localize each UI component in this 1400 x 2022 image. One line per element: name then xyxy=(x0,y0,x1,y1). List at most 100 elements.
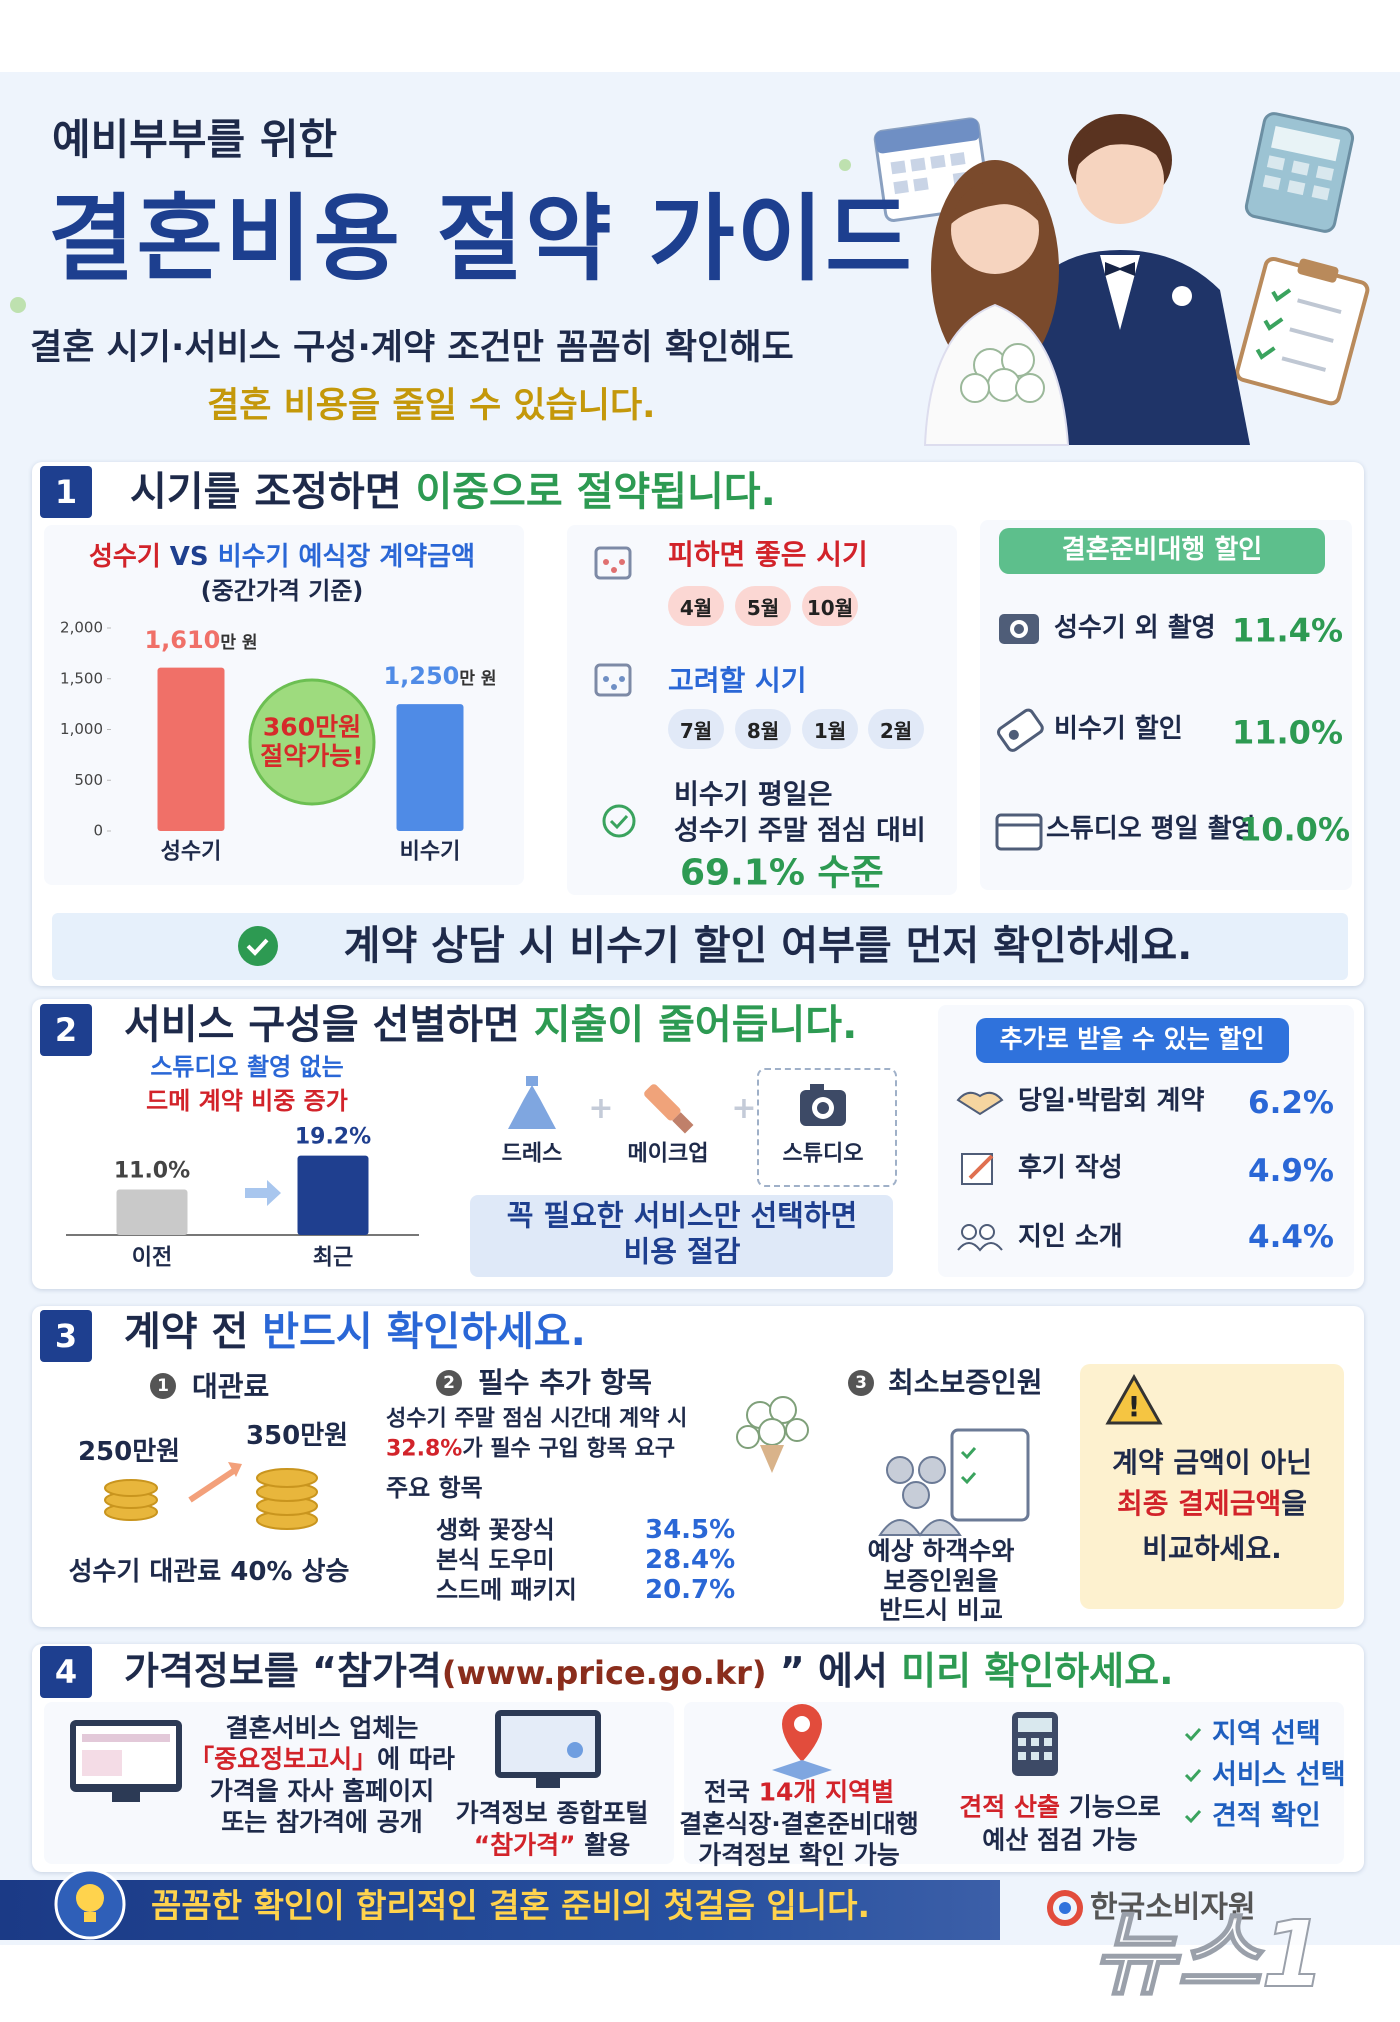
extras-value: 28.4% xyxy=(645,1545,736,1576)
bar xyxy=(297,1155,369,1235)
month-chip: 4월 xyxy=(668,586,724,626)
y-tick-label: 2,000 xyxy=(60,619,103,637)
decoration xyxy=(238,926,278,966)
decoration xyxy=(1076,136,1164,224)
step-part: 기능으로 xyxy=(1060,1792,1161,1822)
extras-desc: 32.8%가 필수 구입 항목 요구 xyxy=(386,1436,675,1461)
decoration xyxy=(82,1734,170,1742)
extras-item: 본식 도우미 xyxy=(436,1546,555,1575)
footer-message: 꼼꼼한 확인이 합리적인 결혼 준비의 첫걸음 입니다. xyxy=(151,1886,871,1926)
decoration xyxy=(1031,1738,1039,1746)
decoration xyxy=(769,1396,797,1424)
decoration xyxy=(918,1456,946,1484)
title-highlight: 지출이 줄어듭니다. xyxy=(533,1002,858,1048)
title-url: (www.price.go.kr) xyxy=(441,1654,767,1693)
step-text: 「중요정보고시」에 따라 xyxy=(189,1744,455,1775)
agency-title: 결혼준비대행 할인 xyxy=(1061,535,1263,566)
decoration xyxy=(619,559,625,565)
decoration xyxy=(567,1742,583,1758)
decoration xyxy=(956,1091,1004,1116)
title-highlight: 반드시 확인하세요. xyxy=(262,1309,586,1355)
bar xyxy=(396,704,464,831)
service-label: 드레스 xyxy=(501,1141,563,1167)
month-chip: 8월 xyxy=(735,709,791,749)
service-label: 메이크업 xyxy=(627,1141,709,1167)
bar xyxy=(116,1189,188,1235)
step-text: 또는 참가격에 공개 xyxy=(221,1807,423,1837)
extras-item: 스드메 패키지 xyxy=(436,1576,577,1605)
decoration xyxy=(1266,155,1286,171)
decoration xyxy=(10,297,26,313)
step-highlight: 견적 산출 xyxy=(959,1792,1060,1822)
check-item: 견적 확인 xyxy=(1212,1800,1321,1832)
extra-value: 4.4% xyxy=(1248,1219,1334,1256)
extra-title: 추가로 받을 수 있는 할인 xyxy=(999,1024,1265,1054)
chart-title-part: VS xyxy=(160,542,218,573)
item-caption: 보증인원을 xyxy=(883,1566,999,1596)
value-number: 1,610 xyxy=(144,625,221,654)
decoration xyxy=(950,1428,1030,1522)
decoration xyxy=(794,1716,810,1732)
decoration xyxy=(997,708,1044,752)
value-label: 1,610만 원 xyxy=(144,625,257,655)
decoration xyxy=(760,1445,784,1473)
badge-line: 360만원 xyxy=(262,712,362,742)
decoration xyxy=(603,559,609,565)
extras-item: 생화 꽃장식 xyxy=(436,1516,555,1545)
decoration xyxy=(104,1468,318,1530)
decoration xyxy=(987,368,1021,402)
decoration xyxy=(957,1242,1003,1252)
chart-title: 스튜디오 촬영 없는 xyxy=(150,1053,344,1082)
item-caption: 예상 하객수와 xyxy=(867,1536,1015,1566)
decoration xyxy=(1244,112,1355,233)
section-title: 시기를 조정하면 이중으로 절약됩니다. xyxy=(130,469,776,515)
extras-desc: 성수기 주말 점심 시간대 계약 시 xyxy=(386,1406,688,1432)
decoration xyxy=(997,708,1044,752)
month-chip: 5월 xyxy=(735,586,791,626)
title-highlight: 미리 확인하세요. xyxy=(901,1649,1174,1694)
decoration xyxy=(1105,1373,1163,1425)
decoration: ! xyxy=(1128,1390,1141,1423)
decoration xyxy=(594,546,632,580)
title-part: 가격정보를 “참가격 xyxy=(124,1649,442,1694)
decoration xyxy=(84,1912,96,1922)
decoration xyxy=(910,157,926,172)
decoration xyxy=(902,1481,930,1509)
warning-part: 을 xyxy=(1281,1486,1308,1520)
decoration xyxy=(1235,256,1370,406)
item-number: 2 xyxy=(436,1370,462,1396)
decoration xyxy=(878,1519,962,1537)
decoration xyxy=(875,118,980,154)
agency-label: 스튜디오 평일 촬영 xyxy=(1046,814,1256,845)
decoration xyxy=(246,938,269,956)
chart-title-part: 성수기 xyxy=(88,542,161,573)
extras-value: 34.5% xyxy=(645,1515,736,1546)
decoration xyxy=(104,1479,158,1497)
decoration xyxy=(1287,180,1306,196)
step-part: 전국 xyxy=(703,1777,759,1807)
decoration xyxy=(603,676,609,682)
title-part: ” 에서 xyxy=(766,1649,902,1694)
decoration xyxy=(508,1085,556,1129)
month-chip: 7월 xyxy=(668,709,724,749)
decoration xyxy=(602,804,636,838)
decoration xyxy=(1281,356,1327,372)
decoration xyxy=(817,1102,829,1114)
decoration xyxy=(1018,1738,1052,1760)
decoration xyxy=(950,181,1042,225)
decoration xyxy=(1018,1752,1026,1760)
decoration xyxy=(1018,1738,1026,1746)
note: 계약 상담 시 비수기 할인 여부를 먼저 확인하세요. xyxy=(343,923,1193,969)
title-part: 서비스 구성을 선별하면 xyxy=(124,1002,534,1048)
decoration xyxy=(1105,262,1135,276)
decoration xyxy=(957,1224,1003,1252)
step-text: “참가격” 활용 xyxy=(474,1831,631,1861)
step-part: 에 따라 xyxy=(377,1744,455,1774)
decoration xyxy=(188,1467,237,1503)
y-tick-label: 1,500 xyxy=(60,669,103,687)
warning-text: 비교하세요. xyxy=(1142,1531,1282,1565)
title-part: 계약 전 xyxy=(124,1309,263,1355)
footer-bar xyxy=(0,1880,1000,1940)
decoration xyxy=(810,1084,824,1092)
